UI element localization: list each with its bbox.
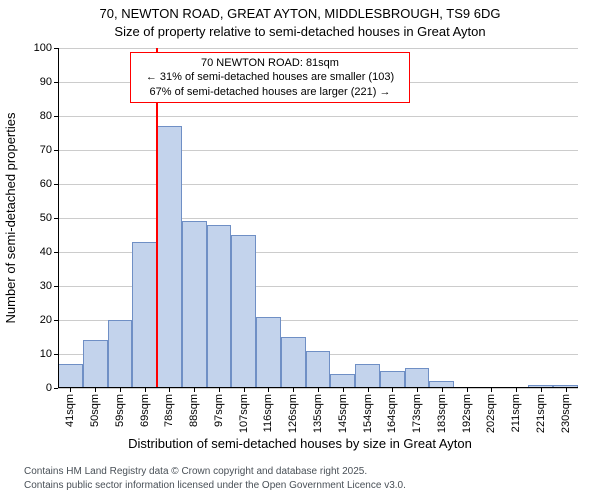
x-tick-label: 69sqm (139, 394, 151, 427)
footer-line-2: Contains public sector information licen… (24, 480, 406, 491)
y-tick-mark (54, 388, 58, 389)
annotation-line-2: ← 31% of semi-detached houses are smalle… (137, 70, 403, 84)
histogram-bar (231, 235, 256, 388)
y-gridline (58, 48, 578, 49)
x-tick-label: 173sqm (411, 394, 423, 433)
x-tick-label: 211sqm (510, 394, 522, 432)
y-tick-label: 20 (40, 314, 52, 326)
histogram-bar (83, 340, 108, 388)
histogram-bar (58, 364, 83, 388)
x-tick-mark (318, 388, 319, 392)
histogram-bar (157, 126, 182, 388)
y-tick-label: 90 (40, 76, 52, 88)
plot-area: 010203040506070809010041sqm50sqm59sqm69s… (58, 48, 578, 388)
x-tick-label: 230sqm (560, 394, 572, 433)
x-tick-mark (244, 388, 245, 392)
histogram-bar (330, 374, 355, 388)
chart-subtitle: Size of property relative to semi-detach… (0, 24, 600, 39)
y-gridline (58, 218, 578, 219)
x-tick-label: 154sqm (362, 394, 374, 433)
x-tick-mark (219, 388, 220, 392)
y-axis-label: Number of semi-detached properties (3, 113, 18, 324)
x-tick-label: 192sqm (461, 394, 473, 433)
y-tick-label: 40 (40, 246, 52, 258)
x-tick-label: 88sqm (188, 394, 200, 427)
annotation-line-3: 67% of semi-detached houses are larger (… (137, 85, 403, 99)
chart-container: 70, NEWTON ROAD, GREAT AYTON, MIDDLESBRO… (0, 0, 600, 500)
x-tick-label: 107sqm (238, 394, 250, 433)
y-tick-label: 10 (40, 348, 52, 360)
x-tick-mark (145, 388, 146, 392)
footer-line-1: Contains HM Land Registry data © Crown c… (24, 466, 367, 477)
x-tick-label: 41sqm (64, 394, 76, 427)
x-tick-label: 59sqm (114, 394, 126, 427)
x-tick-mark (541, 388, 542, 392)
x-tick-label: 164sqm (386, 394, 398, 433)
x-tick-mark (95, 388, 96, 392)
histogram-bar (306, 351, 331, 388)
x-tick-mark (516, 388, 517, 392)
y-tick-label: 30 (40, 280, 52, 292)
y-tick-label: 80 (40, 110, 52, 122)
annotation-line-1: 70 NEWTON ROAD: 81sqm (137, 56, 403, 70)
y-tick-label: 70 (40, 144, 52, 156)
y-gridline (58, 116, 578, 117)
histogram-bar (108, 320, 133, 388)
x-tick-mark (392, 388, 393, 392)
chart-title-address: 70, NEWTON ROAD, GREAT AYTON, MIDDLESBRO… (0, 6, 600, 21)
x-tick-label: 135sqm (312, 394, 324, 433)
x-tick-label: 221sqm (535, 394, 547, 433)
x-tick-mark (491, 388, 492, 392)
x-tick-mark (268, 388, 269, 392)
x-axis-label: Distribution of semi-detached houses by … (0, 436, 600, 451)
x-tick-label: 202sqm (485, 394, 497, 433)
histogram-bar (182, 221, 207, 388)
x-tick-label: 78sqm (163, 394, 175, 427)
histogram-bar (281, 337, 306, 388)
x-tick-label: 145sqm (337, 394, 349, 433)
histogram-bar (355, 364, 380, 388)
histogram-bar (132, 242, 157, 388)
y-tick-label: 60 (40, 178, 52, 190)
y-tick-label: 0 (46, 382, 52, 394)
x-tick-label: 116sqm (262, 394, 274, 432)
x-tick-mark (343, 388, 344, 392)
x-axis-line (58, 387, 578, 388)
x-tick-label: 183sqm (436, 394, 448, 433)
x-tick-mark (120, 388, 121, 392)
x-tick-mark (70, 388, 71, 392)
x-tick-mark (169, 388, 170, 392)
histogram-bar (405, 368, 430, 388)
histogram-bar (256, 317, 281, 388)
histogram-bar (380, 371, 405, 388)
x-tick-mark (566, 388, 567, 392)
y-axis-line (58, 48, 59, 388)
x-tick-label: 126sqm (287, 394, 299, 433)
annotation-box: 70 NEWTON ROAD: 81sqm← 31% of semi-detac… (130, 52, 410, 103)
y-tick-label: 50 (40, 212, 52, 224)
x-tick-mark (467, 388, 468, 392)
y-gridline (58, 150, 578, 151)
x-tick-mark (293, 388, 294, 392)
y-gridline (58, 184, 578, 185)
x-tick-label: 97sqm (213, 394, 225, 427)
x-tick-label: 50sqm (89, 394, 101, 427)
x-tick-mark (368, 388, 369, 392)
x-tick-mark (417, 388, 418, 392)
x-tick-mark (194, 388, 195, 392)
y-tick-label: 100 (34, 42, 52, 54)
histogram-bar (207, 225, 232, 388)
x-tick-mark (442, 388, 443, 392)
